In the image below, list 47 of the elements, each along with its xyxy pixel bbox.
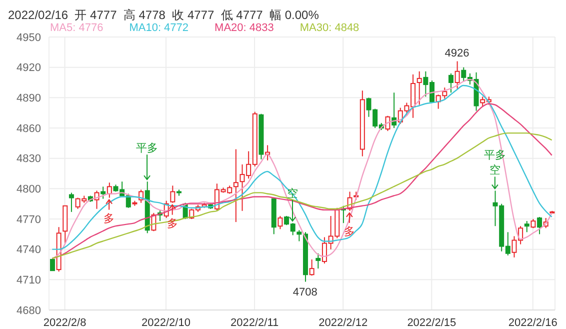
text: MA30: 4848 (300, 22, 360, 34)
y-tick-label: 4920 (16, 62, 41, 74)
y-tick-label: 4710 (16, 274, 41, 287)
candlestick (296, 230, 302, 242)
annotation: 空 (489, 164, 500, 177)
x-tick-label: 2022/2/8 (43, 316, 86, 329)
candlestick (454, 60, 460, 90)
text: MA10: 4772 (129, 22, 189, 34)
text: MA20: 4833 (214, 22, 274, 34)
candlestick (106, 182, 112, 198)
candlestick (316, 252, 321, 270)
candlestick (233, 148, 238, 223)
x-tick-label: 2022/2/10 (142, 316, 190, 329)
y-tick-label: 4770 (16, 214, 41, 226)
x-tick-label: 2022/2/11 (230, 316, 279, 329)
candlestick (309, 258, 314, 276)
candlestick (416, 70, 422, 106)
x-tick-label: 2022/2/12 (318, 316, 368, 329)
y-tick-label: 4860 (16, 122, 41, 135)
candlestick (50, 258, 55, 272)
annotation: 4708 (292, 286, 318, 299)
candlestick (530, 218, 536, 229)
candlestick (68, 192, 74, 212)
y-tick-label: 4740 (16, 244, 41, 256)
candlestick (537, 216, 542, 235)
y-tick-label: 4680 (16, 304, 41, 317)
candlestick (385, 115, 390, 132)
candlestick (170, 185, 176, 204)
y-tick-label: 4800 (16, 184, 41, 196)
y-tick-label: 4890 (16, 92, 41, 105)
annotation: 平多 (136, 142, 158, 155)
annotation: 多 (104, 212, 115, 225)
annotation: 平多 (484, 150, 506, 162)
x-tick-label: 2022/2/16 (508, 316, 558, 329)
annotation: 多 (344, 226, 355, 238)
candlestick (100, 186, 106, 200)
annotation: 多 (166, 218, 178, 230)
candlestick (278, 215, 283, 230)
candlestick (448, 72, 454, 94)
line-series (52, 132, 552, 260)
text: MA5: 4776 (50, 22, 104, 34)
y-tick-label: 4950 (16, 32, 41, 44)
y-tick-label: 4830 (16, 153, 41, 166)
x-tick-label: 2022/2/15 (407, 316, 456, 329)
annotation: 4926 (444, 47, 470, 60)
candlestick (524, 220, 530, 233)
chart-title: 2022/02/16 开 4777 高 4778 收 4777 低 4777 幅 0.00% (8, 7, 319, 23)
